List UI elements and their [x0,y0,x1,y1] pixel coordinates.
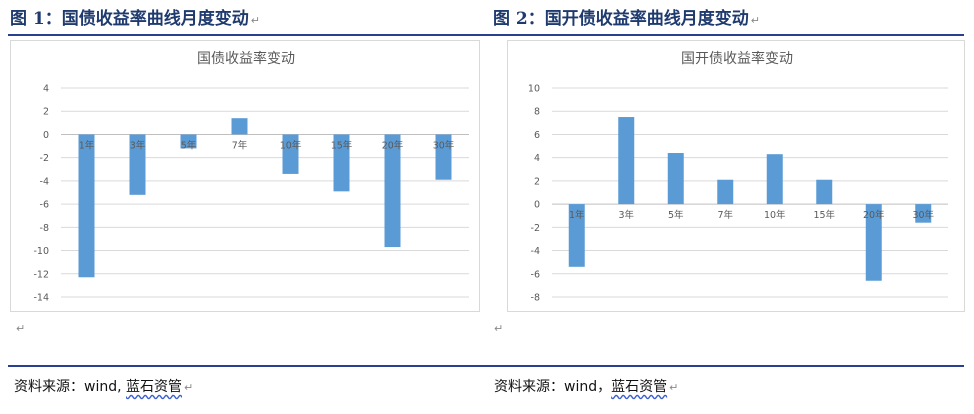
chart-title: 国债收益率变动 [197,50,295,67]
source-prefix: 资料来源：wind, [14,379,126,395]
x-tick-label: 30年 [912,209,934,221]
bar [384,134,401,248]
x-tick-label: 15年 [813,209,835,221]
x-tick-label: 10年 [764,209,786,221]
x-tick-label: 10年 [280,139,302,151]
y-tick-label: -6 [531,269,540,280]
bar [282,134,299,174]
x-tick-label: 15年 [331,139,353,151]
x-tick-label: 3年 [130,139,146,151]
y-tick-label: -4 [531,246,540,257]
x-tick-label: 7年 [232,139,248,151]
y-tick-label: 2 [43,107,49,118]
y-tick-label: 6 [534,130,540,141]
bar [78,134,95,278]
source-brand: 蓝石资管 [611,379,668,395]
source-prefix: 资料来源：wind， [494,379,612,395]
bar [618,117,635,205]
y-tick-label: -12 [33,269,49,280]
paragraph-mark-icon: ↵ [494,322,504,335]
y-tick-label: -8 [40,223,49,234]
y-tick-label: -6 [40,200,49,211]
chart-2: 国开债收益率变动 10 8 6 4 2 0 -2 -4 -6 -8 1年 3年 5年 7年 10年 15年 20年… [528,50,948,304]
source-brand: 蓝石资管 [126,379,182,395]
x-tick-label: 3年 [618,209,634,221]
bar [667,153,684,205]
x-tick-label: 7年 [717,209,733,221]
y-tick-label: 2 [534,176,540,187]
bar [717,179,734,205]
y-tick-label: -8 [531,293,540,304]
chart-1-container: 国债收益率变动 4 2 0 -2 -4 -6 -8 -10 -12 -14 1年 3年 5年 7年 10年 15… [10,40,480,312]
y-tick-label: 4 [43,84,49,95]
x-tick-label: 1年 [79,139,95,151]
y-tick-label: 8 [534,107,540,118]
chart-1: 国债收益率变动 4 2 0 -2 -4 -6 -8 -10 -12 -14 1年 3年 5年 7年 10年 15… [33,50,469,304]
y-tick-label: 0 [43,130,49,141]
y-tick-label: 4 [534,153,540,164]
chart-2-container: 国开债收益率变动 10 8 6 4 2 0 -2 -4 -6 -8 1年 3年 5年 7年 10年 15年 20年… [507,40,965,312]
figure-2-caption-text: 图 2：国开债收益率曲线月度变动 [493,9,749,29]
y-tick-label: 10 [528,84,540,95]
return-mark-icon: ↵ [669,381,679,394]
bar [231,118,248,135]
x-tick-label: 30年 [433,139,455,151]
bar [568,204,585,267]
figure-2-source: 资料来源：wind，蓝石资管 ↵ [494,376,678,398]
x-tick-label: 1年 [569,209,585,221]
top-divider [8,34,964,36]
return-mark-icon: ↵ [250,14,260,27]
y-tick-label: -2 [531,223,540,234]
bar [915,204,932,223]
bar [180,134,197,149]
x-tick-label: 5年 [181,139,197,151]
y-tick-label: -2 [40,153,49,164]
x-tick-label: 20年 [863,209,885,221]
chart-title: 国开债收益率变动 [681,50,793,67]
y-tick-label: -4 [40,176,49,187]
bar [129,134,146,195]
y-tick-label: -14 [33,293,49,304]
bar [435,134,452,180]
bar [766,154,783,205]
bar [333,134,350,192]
return-mark-icon: ↵ [750,14,760,27]
figure-2-caption: 图 2：国开债收益率曲线月度变动 ↵ [493,6,760,32]
figure-1-source: 资料来源：wind, 蓝石资管 ↵ [14,376,193,398]
figure-1-caption: 图 1：国债收益率曲线月度变动 ↵ [10,6,260,32]
bar [865,204,882,281]
paragraph-mark-icon: ↵ [16,322,26,335]
bottom-divider [8,365,964,367]
y-tick-label: 0 [534,200,540,211]
figure-1-caption-text: 图 1：国债收益率曲线月度变动 [10,9,249,29]
x-tick-label: 5年 [668,209,684,221]
x-tick-label: 20年 [382,139,404,151]
y-tick-label: -10 [33,246,49,257]
bar [816,179,833,205]
return-mark-icon: ↵ [184,381,194,394]
